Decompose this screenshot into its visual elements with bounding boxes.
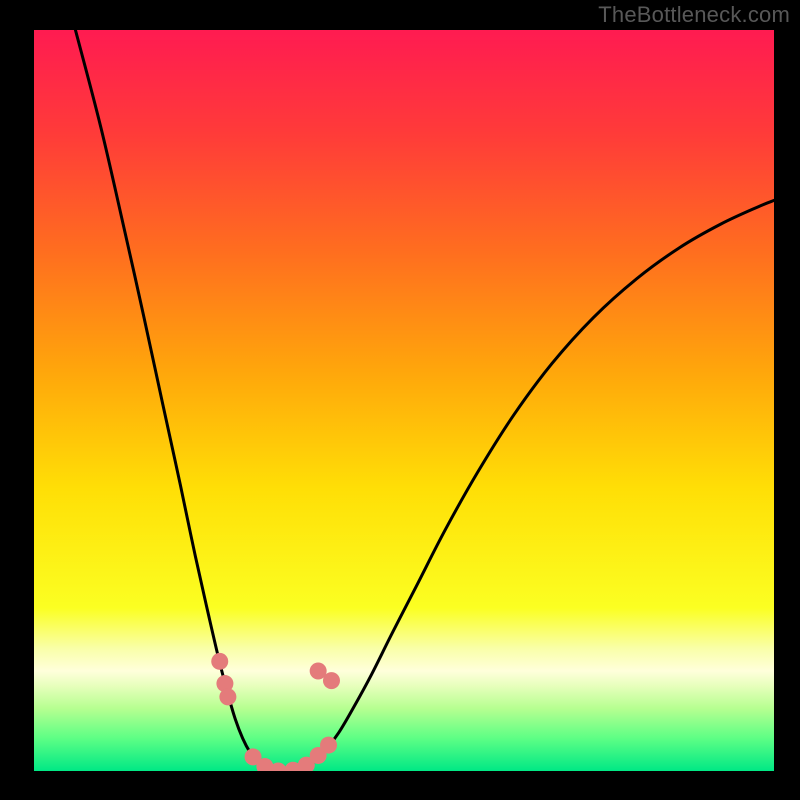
plot-area [34,30,774,771]
data-marker [320,737,337,754]
watermark-text: TheBottleneck.com [598,2,790,28]
data-marker [211,653,228,670]
data-marker [323,672,340,689]
figure-root: TheBottleneck.com [0,0,800,800]
gradient-background [34,30,774,771]
data-marker [219,688,236,705]
plot-frame [0,0,800,800]
plot-svg [34,30,774,771]
